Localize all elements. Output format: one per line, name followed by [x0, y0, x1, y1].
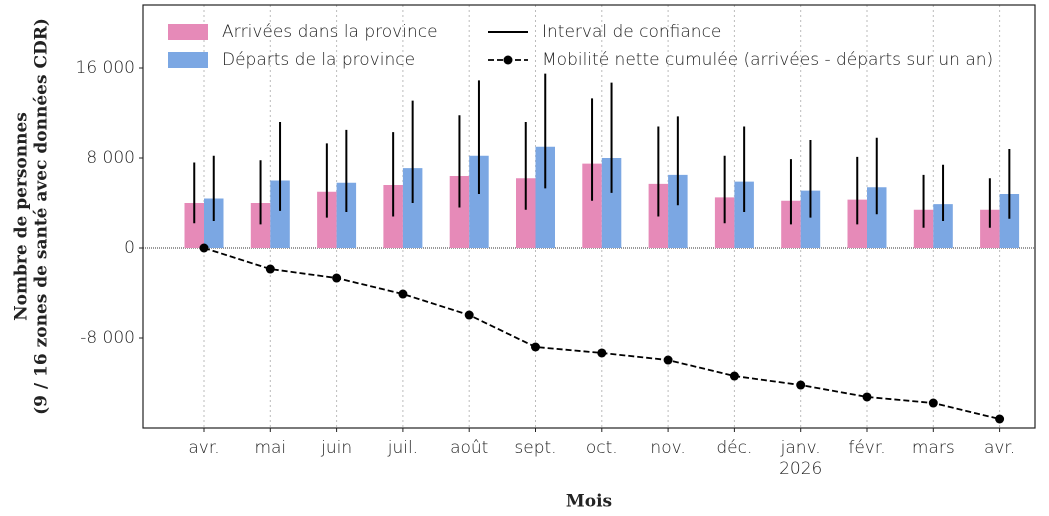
net-point [531, 342, 540, 352]
net-point [729, 371, 739, 381]
bar [933, 204, 953, 248]
bar [317, 191, 337, 248]
x-tick-label: août [450, 438, 488, 458]
x-axis-label: Mois [566, 492, 612, 512]
net-point [928, 398, 938, 408]
bar [999, 194, 1020, 248]
bar [250, 203, 271, 248]
legend-label: Arrivées dans la province [222, 22, 438, 42]
plot-frame [142, 4, 1036, 429]
bar [668, 174, 688, 248]
x-tick-label: avr. [188, 438, 219, 458]
legend-label: Interval de confiance [542, 22, 721, 42]
bar [601, 158, 622, 248]
x-tick-label: déc. [716, 438, 752, 458]
bar [204, 198, 224, 248]
bar [867, 187, 887, 248]
net-line [203, 247, 1000, 420]
legend-swatch [168, 24, 208, 40]
bar [402, 168, 423, 248]
x-tick-label: nov. [650, 438, 685, 458]
x-tick-label: juil. [387, 438, 418, 458]
net-point [663, 355, 673, 365]
y-tick-label: 0 [124, 238, 135, 258]
net-point [199, 243, 209, 253]
net-point [597, 348, 607, 358]
net-point [265, 264, 275, 274]
bar [980, 209, 1000, 248]
net-point [332, 273, 342, 283]
x-tick-label: avr. [984, 438, 1015, 458]
bar [734, 181, 754, 248]
y-tick-label: 16 000 [76, 58, 135, 78]
x-tick-label: juin [320, 438, 352, 458]
y-axis-label: Nombre de personnes [12, 112, 32, 321]
y-tick-label: -8 000 [80, 328, 135, 348]
bar [449, 176, 470, 248]
bar [270, 180, 290, 248]
x-tick-label: févr. [848, 438, 885, 458]
bar [469, 155, 489, 248]
bar [535, 146, 555, 248]
bar [336, 182, 357, 248]
net-point [995, 414, 1005, 424]
net-point [796, 380, 806, 390]
net-point [464, 310, 474, 320]
y-axis-label: (9 / 16 zones de santé avec données CDR) [32, 18, 52, 415]
legend-swatch [168, 52, 208, 68]
y-tick-label: 8 000 [86, 148, 135, 168]
legend-label: Mobilité nette cumulée (arrivées - dépar… [542, 50, 993, 70]
x-tick-label: mars [912, 438, 955, 458]
net-point [862, 392, 872, 402]
x-tick-label: mai [254, 438, 286, 458]
bar [516, 178, 536, 248]
bar [913, 209, 934, 248]
legend-marker [503, 55, 513, 65]
x-tick-label: oct. [586, 438, 618, 458]
legend-label: Départs de la province [222, 50, 415, 70]
bar [800, 190, 821, 248]
x-tick-label: janv. 2026 [779, 438, 822, 479]
net-point [398, 289, 408, 299]
bar [184, 203, 204, 248]
bar [582, 163, 602, 248]
x-tick-label: sept. [514, 438, 556, 458]
